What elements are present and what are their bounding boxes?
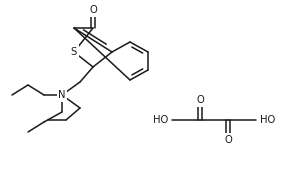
Text: HO: HO	[260, 115, 275, 125]
Text: O: O	[89, 5, 97, 15]
Text: N: N	[58, 90, 66, 100]
Text: O: O	[224, 135, 232, 145]
Text: S: S	[71, 47, 77, 57]
Text: HO: HO	[153, 115, 168, 125]
Text: O: O	[196, 95, 204, 105]
